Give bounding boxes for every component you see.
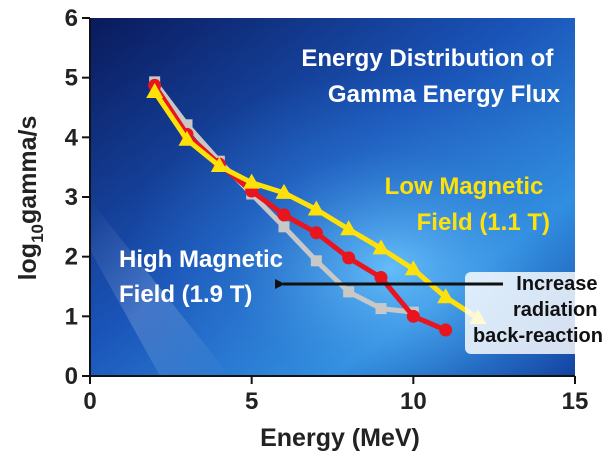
data-point <box>342 251 355 264</box>
y-tick-label: 6 <box>65 5 78 32</box>
x-tick-label: 15 <box>562 388 589 415</box>
y-tick-label: 1 <box>65 303 78 330</box>
high-field-line-1: High Magnetic <box>119 246 283 273</box>
x-axis: 0 5 10 15 <box>83 376 588 415</box>
chart-title-line-1: Energy Distribution of <box>301 45 554 72</box>
y-axis-label-rest: gamma/s <box>14 116 42 224</box>
data-point <box>343 286 354 297</box>
y-axis: 0 1 2 3 4 5 6 <box>65 5 90 390</box>
y-ticks: 0 1 2 3 4 5 6 <box>65 5 90 390</box>
x-tick-label: 5 <box>245 388 258 415</box>
reaction-line-1: Increase <box>516 273 597 295</box>
x-ticks: 0 5 10 15 <box>83 376 588 415</box>
data-point <box>278 208 291 221</box>
y-tick-label: 3 <box>65 184 78 211</box>
low-field-line-1: Low Magnetic <box>385 173 544 200</box>
reaction-line-2: radiation <box>513 299 597 321</box>
data-point <box>439 324 452 337</box>
high-field-line-2: Field (1.9 T) <box>119 281 252 308</box>
data-point <box>311 255 322 266</box>
data-point <box>279 221 290 232</box>
y-axis-label-subscript: 10 <box>28 224 47 243</box>
reaction-line-3: back-reaction <box>473 325 603 347</box>
y-axis-label: log10gamma/s <box>14 116 47 281</box>
data-point <box>376 303 387 314</box>
y-tick-label: 4 <box>65 124 79 151</box>
y-tick-label: 0 <box>65 363 78 390</box>
data-point <box>310 226 323 239</box>
data-point <box>407 310 420 323</box>
x-tick-label: 10 <box>400 388 427 415</box>
y-tick-label: 2 <box>65 244 78 271</box>
chart-title-line-2: Gamma Energy Flux <box>328 81 561 108</box>
x-tick-label: 0 <box>83 388 96 415</box>
data-point <box>375 271 388 284</box>
y-axis-label-main: log <box>14 243 42 281</box>
low-field-line-2: Field (1.1 T) <box>417 209 550 236</box>
y-tick-label: 5 <box>65 65 78 92</box>
x-axis-label: Energy (MeV) <box>260 424 420 451</box>
